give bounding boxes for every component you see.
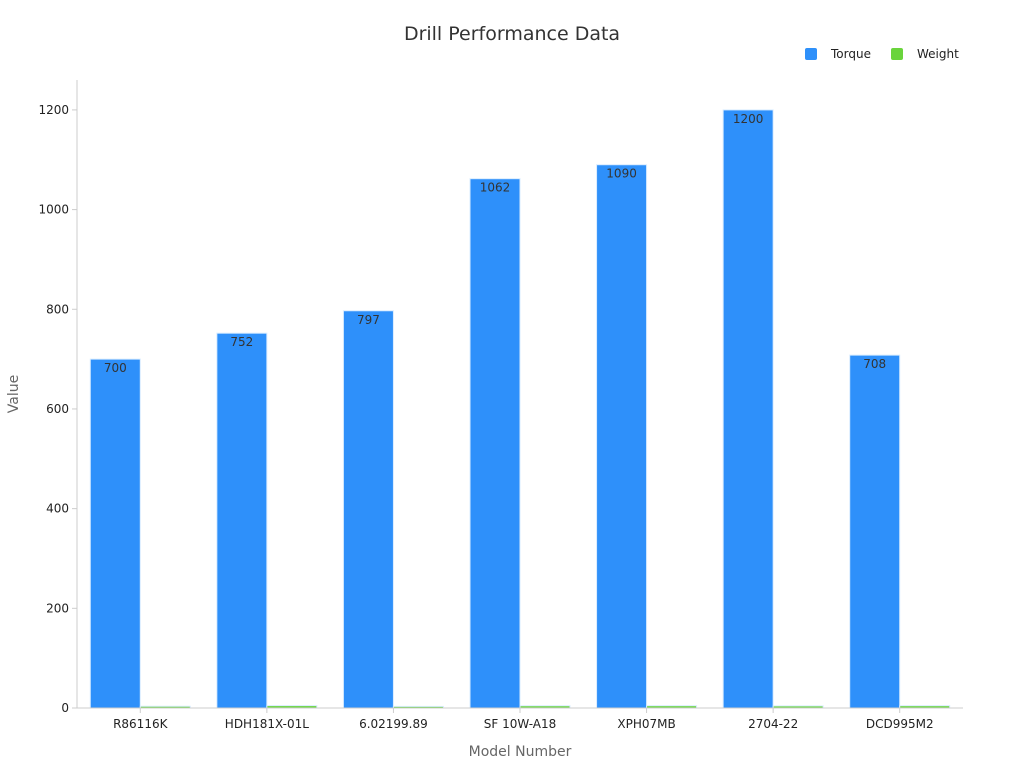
x-tick-label: HDH181X-01L	[225, 717, 309, 731]
y-tick-label: 0	[61, 701, 69, 715]
bar-torque-6	[849, 354, 901, 709]
y-tick-label: 1000	[38, 203, 69, 217]
data-label-torque-5: 1200	[733, 112, 764, 126]
legend-label-torque: Torque	[830, 47, 871, 61]
y-tick-label: 200	[46, 601, 69, 615]
legend: Torque Weight	[805, 47, 959, 61]
bar-torque-1	[216, 332, 268, 709]
bar-torque-5	[722, 109, 774, 709]
y-tick-label: 400	[46, 502, 69, 516]
y-axis: 0 200 400 600 800 1000 1200	[38, 103, 77, 715]
data-label-torque-3: 1062	[480, 181, 511, 195]
x-axis-title: Model Number	[469, 744, 572, 760]
data-label-torque-6: 708	[863, 357, 886, 371]
legend-swatch-weight	[891, 48, 903, 60]
y-tick-label: 1200	[38, 103, 69, 117]
legend-label-weight: Weight	[917, 47, 959, 61]
bar-torque-4	[596, 164, 648, 709]
x-tick-label: SF 10W-A18	[484, 717, 557, 731]
bar-torque-0	[89, 358, 141, 709]
x-axis: R86116K HDH181X-01L 6.02199.89 SF 10W-A18 XP…	[113, 708, 934, 731]
y-tick-label: 600	[46, 402, 69, 416]
data-label-torque-0: 700	[104, 361, 127, 375]
x-tick-label: XPH07MB	[617, 717, 675, 731]
bars	[89, 109, 951, 709]
x-tick-label: 6.02199.89	[359, 717, 428, 731]
x-tick-label: 2704-22	[748, 717, 798, 731]
data-label-torque-1: 752	[230, 335, 253, 349]
data-label-torque-2: 797	[357, 313, 380, 327]
data-labels: 700 752 797 1062 1090 1200 708	[104, 112, 886, 375]
y-tick-label: 800	[46, 302, 69, 316]
bar-torque-3	[469, 178, 521, 709]
bar-torque-2	[342, 310, 394, 709]
legend-swatch-torque	[805, 48, 817, 60]
x-tick-label: DCD995M2	[866, 717, 934, 731]
data-label-torque-4: 1090	[606, 167, 637, 181]
chart-title: Drill Performance Data	[404, 23, 620, 45]
x-tick-label: R86116K	[113, 717, 169, 731]
y-axis-title: Value	[6, 375, 22, 413]
